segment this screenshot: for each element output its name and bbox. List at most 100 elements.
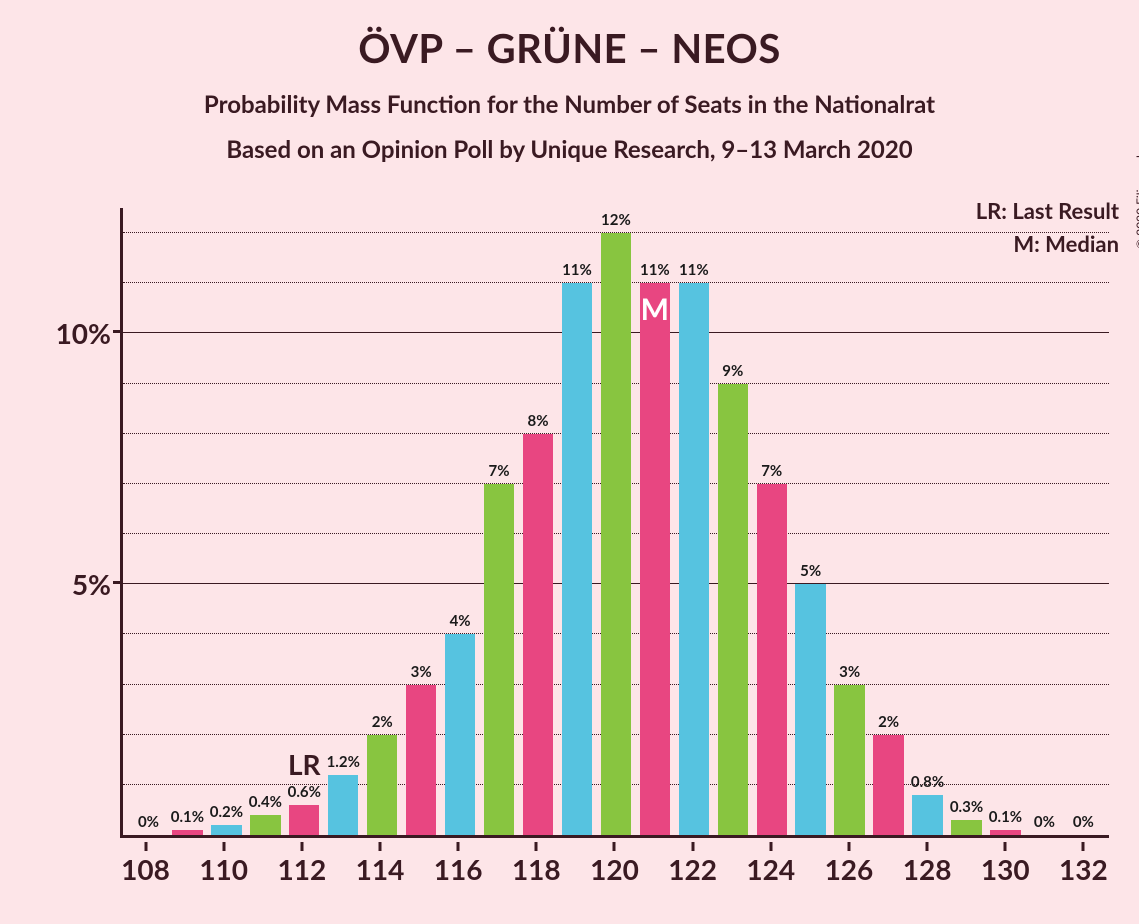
x-tick-label: 132 <box>1059 852 1108 886</box>
x-tick-column <box>400 842 439 894</box>
bar: 8% <box>523 434 553 835</box>
x-tick-column <box>1025 842 1064 894</box>
x-tick-column: 132 <box>1064 842 1103 894</box>
median-marker: M <box>641 291 669 327</box>
bar-value-label: 3% <box>839 663 860 681</box>
x-tick-mark <box>769 842 772 851</box>
x-tick-label: 112 <box>277 852 326 886</box>
x-tick-label: 120 <box>590 852 639 886</box>
y-tick-mark <box>113 581 123 584</box>
x-tick-mark <box>613 842 616 851</box>
bar-column: 0% <box>129 208 168 835</box>
bar-value-label: 0.4% <box>249 793 282 811</box>
bar-column: 11% <box>557 208 596 835</box>
bar-value-label: 2% <box>372 713 393 731</box>
bar-column: 12% <box>596 208 635 835</box>
x-tick-mark <box>847 842 850 851</box>
bar: 4% <box>445 634 475 835</box>
bar-column: 8% <box>519 208 558 835</box>
x-tick-label: 108 <box>121 852 170 886</box>
bar: 3% <box>834 685 864 835</box>
x-tick-column <box>165 842 204 894</box>
bar-column: 0.8% <box>908 208 947 835</box>
bar: 0.6%LR <box>289 805 319 835</box>
bar: 11%M <box>640 283 670 835</box>
chart-subtitle-2: Based on an Opinion Poll by Unique Resea… <box>0 135 1139 164</box>
bar: 0.1% <box>990 830 1020 835</box>
bar-column: 0.1% <box>168 208 207 835</box>
bar-value-label: 12% <box>601 211 631 229</box>
bar-value-label: 0.8% <box>911 773 944 791</box>
x-tick-column: 130 <box>986 842 1025 894</box>
bar-value-label: 2% <box>878 713 899 731</box>
bar-column: 2% <box>363 208 402 835</box>
bar: 5% <box>795 584 825 835</box>
x-tick-label: 114 <box>356 852 405 886</box>
x-tick-mark <box>457 842 460 851</box>
x-tick-mark <box>535 842 538 851</box>
bar-value-label: 4% <box>450 612 471 630</box>
bar: 0.2% <box>211 825 241 835</box>
bar-column: 7% <box>752 208 791 835</box>
x-tick-column <box>947 842 986 894</box>
bar: 9% <box>718 384 748 835</box>
bar-column: 11% M <box>635 208 674 835</box>
bar-value-label: 0.1% <box>171 808 204 826</box>
title-block: ÖVP – GRÜNE – NEOS Probability Mass Func… <box>0 0 1139 164</box>
bar-value-label: 7% <box>761 462 782 480</box>
x-tick-mark <box>691 842 694 851</box>
x-tick-column: 118 <box>517 842 556 894</box>
bar: 0.1% <box>172 830 202 835</box>
bar-column: 0.4% <box>246 208 285 835</box>
bar: 1.2% <box>328 775 358 835</box>
x-tick-mark <box>144 842 147 851</box>
bar-column: 1.2% <box>324 208 363 835</box>
bar-value-label: 0.3% <box>950 798 983 816</box>
bar-column: 0.3% <box>947 208 986 835</box>
x-tick-mark <box>1004 842 1007 851</box>
x-tick-label: 122 <box>668 852 717 886</box>
x-tick-label: 110 <box>199 852 248 886</box>
bar: 11% <box>562 283 592 835</box>
bar-column: 0% <box>1025 208 1064 835</box>
x-tick-column: 126 <box>829 842 868 894</box>
x-tick-mark <box>926 842 929 851</box>
bar: 3% <box>406 685 436 835</box>
bar-column: 3% <box>830 208 869 835</box>
x-tick-column: 114 <box>360 842 399 894</box>
x-tick-column <box>712 842 751 894</box>
bar: 11% <box>679 283 709 835</box>
bar: 2% <box>873 735 903 835</box>
chart-subtitle-1: Probability Mass Function for the Number… <box>0 90 1139 119</box>
bar-value-label: 0.2% <box>210 803 243 821</box>
bar-value-label: 1.2% <box>327 753 360 771</box>
x-tick-column: 122 <box>673 842 712 894</box>
y-tick-label: 10% <box>56 316 123 350</box>
last-result-marker: LR <box>288 747 321 781</box>
x-tick-label: 126 <box>825 852 874 886</box>
bar-value-label: 0% <box>138 813 159 831</box>
bar-column: 11% <box>674 208 713 835</box>
bar-column: 9% <box>713 208 752 835</box>
x-tick-column <box>243 842 282 894</box>
x-tick-column: 116 <box>439 842 478 894</box>
x-tick-column <box>868 842 907 894</box>
plot: 5%10% 0%0.1%0.2%0.4%0.6%LR1.2%2%3%4%7%8%… <box>120 208 1109 838</box>
x-tick-column: 128 <box>908 842 947 894</box>
x-tick-label: 116 <box>434 852 483 886</box>
bar-value-label: 0.1% <box>989 808 1022 826</box>
bar-value-label: 11% <box>679 261 709 279</box>
x-axis: 108110112114116118120122124126128130132 <box>120 842 1109 894</box>
bar-value-label: 11% <box>640 261 670 279</box>
bar-value-label: 5% <box>800 562 821 580</box>
bar-value-label: 9% <box>722 362 743 380</box>
bar: 0.4% <box>250 815 280 835</box>
bar-column: 0.6%LR <box>285 208 324 835</box>
x-tick-mark <box>222 842 225 851</box>
bar-value-label: 0% <box>1073 813 1094 831</box>
bar: 7% <box>484 484 514 835</box>
x-tick-label: 130 <box>981 852 1030 886</box>
x-tick-column <box>556 842 595 894</box>
bar-column: 5% <box>791 208 830 835</box>
bar-value-label: 7% <box>489 462 510 480</box>
